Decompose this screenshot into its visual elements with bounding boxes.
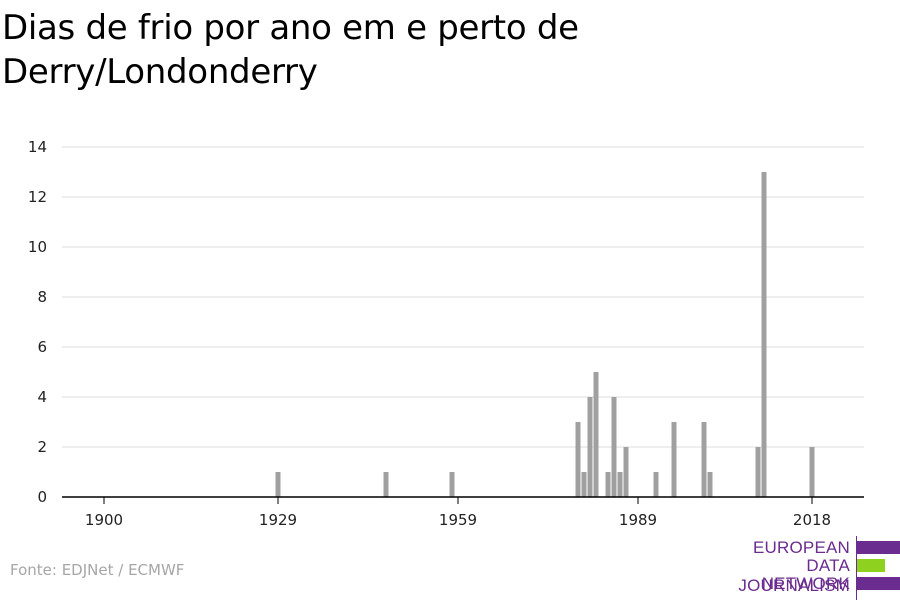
bar bbox=[611, 397, 617, 497]
bar-chart: 0 2 4 6 8 10 12 14 1900 1929 1959 1989 2018 bbox=[28, 138, 864, 529]
bar bbox=[575, 422, 581, 497]
y-tick-label: 4 bbox=[37, 388, 47, 406]
y-tick-label: 2 bbox=[37, 438, 47, 456]
title-line-2: Derry/Londonderry bbox=[2, 52, 318, 92]
logo-text-data-journalism: DATA JOURNALISM bbox=[738, 556, 850, 595]
x-tick-label: 2018 bbox=[793, 511, 831, 529]
gridlines bbox=[62, 146, 864, 448]
logo-text-european: EUROPEAN bbox=[752, 538, 850, 557]
title-line-1: Dias de frio por ano em e perto de bbox=[2, 8, 579, 48]
logo-bar-top bbox=[857, 541, 900, 554]
bar bbox=[671, 422, 677, 497]
bar bbox=[623, 447, 629, 497]
bar bbox=[761, 172, 767, 497]
bars bbox=[275, 172, 815, 497]
logo-bar-middle bbox=[857, 559, 885, 572]
bar bbox=[605, 472, 611, 497]
edjnet-logo: EUROPEAN DATA JOURNALISM NETWORK bbox=[700, 536, 900, 600]
bar bbox=[593, 372, 599, 497]
x-tick-label: 1900 bbox=[85, 511, 123, 529]
bar bbox=[449, 472, 455, 497]
y-tick-label: 8 bbox=[37, 288, 47, 306]
bar bbox=[755, 447, 761, 497]
bar bbox=[581, 472, 587, 497]
axes: 0 2 4 6 8 10 12 14 1900 1929 1959 1989 2018 bbox=[28, 138, 864, 529]
y-tick-label: 6 bbox=[37, 338, 47, 356]
source-note: Fonte: EDJNet / ECMWF bbox=[10, 561, 185, 579]
chart-title: Dias de frio por ano em e perto de Derry… bbox=[2, 6, 702, 94]
logo-text-network: NETWORK bbox=[761, 574, 850, 593]
x-tick-label: 1959 bbox=[439, 511, 477, 529]
bar bbox=[707, 472, 713, 497]
bar bbox=[275, 472, 281, 497]
y-tick-label: 14 bbox=[28, 138, 47, 156]
logo-bar-bottom bbox=[857, 577, 900, 590]
bar bbox=[383, 472, 389, 497]
bar bbox=[617, 472, 623, 497]
y-tick-label: 10 bbox=[28, 238, 47, 256]
bar bbox=[701, 422, 707, 497]
bar bbox=[809, 447, 815, 497]
x-tick-label: 1929 bbox=[259, 511, 297, 529]
logo-divider bbox=[856, 536, 857, 600]
y-tick-label: 12 bbox=[28, 188, 47, 206]
x-tick-label: 1989 bbox=[619, 511, 657, 529]
y-tick-label: 0 bbox=[37, 488, 47, 506]
bar bbox=[587, 397, 593, 497]
bar bbox=[653, 472, 659, 497]
